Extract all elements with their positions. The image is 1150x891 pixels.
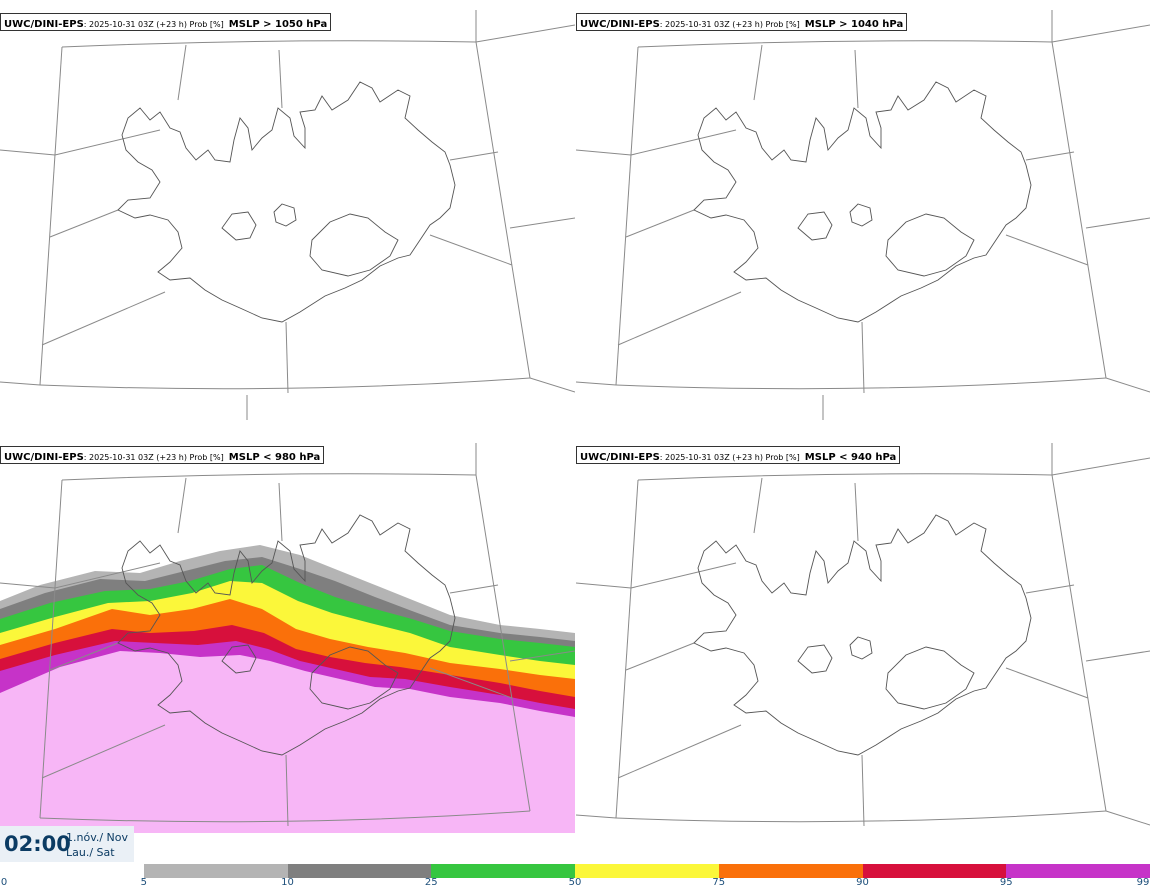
panel-title: UWC/DINI-EPS: 2025-10-31 03Z (+23 h) Pro… <box>576 446 901 464</box>
colorbar-tick-label: 75 <box>712 877 726 888</box>
panel-title: UWC/DINI-EPS: 2025-10-31 03Z (+23 h) Pro… <box>0 13 332 31</box>
colorbar-segment <box>575 864 719 878</box>
valid-date-line2: Lau./ Sat <box>66 846 115 859</box>
panel-title: UWC/DINI-EPS: 2025-10-31 03Z (+23 h) Pro… <box>576 13 908 31</box>
colorbar-segment <box>287 864 432 878</box>
valid-date-line1: 1.nóv./ Nov <box>66 831 129 844</box>
colorbar-segment <box>718 864 863 878</box>
map-panel-980: UWC/DINI-EPS: 2025-10-31 03Z (+23 h) Pro… <box>0 433 575 853</box>
colorbar-tick-label: 99 <box>1136 877 1150 888</box>
colorbar-segment <box>143 864 288 878</box>
colorbar-tick-label: 95 <box>999 877 1013 888</box>
valid-time: 02:00 <box>4 832 71 856</box>
map-panel-1040: UWC/DINI-EPS: 2025-10-31 03Z (+23 h) Pro… <box>576 0 1150 420</box>
map-canvas <box>576 443 1150 827</box>
colorbar-tick-label: 25 <box>424 877 438 888</box>
colorbar-segment <box>1006 864 1150 878</box>
colorbar-tick-label: 5 <box>140 877 147 888</box>
coastline <box>693 81 1032 323</box>
grid-lines <box>576 10 1150 420</box>
grid-lines <box>576 443 1150 827</box>
grid-lines <box>0 443 575 827</box>
valid-time-box: 02:00 1.nóv./ Nov Lau./ Sat <box>0 826 134 862</box>
colorbar-tick-label: 10 <box>281 877 294 888</box>
map-canvas <box>0 443 575 833</box>
coastline <box>693 514 1032 756</box>
colorbar-tick-label: 0 <box>0 877 8 888</box>
map-panel-1050: UWC/DINI-EPS: 2025-10-31 03Z (+23 h) Pro… <box>0 0 575 420</box>
map-panel-940: UWC/DINI-EPS: 2025-10-31 03Z (+23 h) Pro… <box>576 433 1150 853</box>
panel-title: UWC/DINI-EPS: 2025-10-31 03Z (+23 h) Pro… <box>0 446 325 464</box>
probability-field <box>0 545 575 833</box>
grid-lines <box>0 10 575 420</box>
coastline <box>117 81 456 323</box>
colorbar: 0 5 10 25 50 75 90 95 99 <box>0 862 1150 891</box>
map-canvas <box>0 10 575 420</box>
colorbar-segment <box>0 864 144 878</box>
colorbar-tick-label: 50 <box>568 877 582 888</box>
colorbar-tick-label: 90 <box>856 877 869 888</box>
colorbar-segment <box>431 864 575 878</box>
coastline <box>117 514 456 756</box>
map-canvas <box>576 10 1150 420</box>
colorbar-segment <box>862 864 1007 878</box>
